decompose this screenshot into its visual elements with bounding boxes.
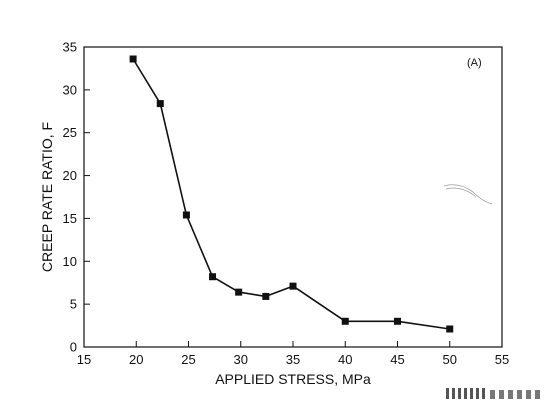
x-tick-label: 15 xyxy=(77,352,91,367)
x-tick-label: 50 xyxy=(443,352,457,367)
x-tick-label: 40 xyxy=(338,352,352,367)
data-point xyxy=(235,288,243,296)
y-tick-label: 25 xyxy=(63,125,77,140)
x-tick-label: 45 xyxy=(390,352,404,367)
data-point xyxy=(262,292,270,300)
series-line xyxy=(132,58,450,330)
y-tick-label: 10 xyxy=(63,254,77,269)
x-axis-label: APPLIED STRESS, MPa xyxy=(215,371,371,387)
y-axis-ticks: 0 5 10 15 20 25 30 35 xyxy=(63,40,90,355)
data-point xyxy=(289,282,297,290)
x-axis-ticks: 15 20 25 30 35 40 45 50 55 xyxy=(77,341,509,367)
data-point xyxy=(341,317,349,325)
x-tick-label: 20 xyxy=(129,352,143,367)
data-point xyxy=(446,325,454,333)
data-point xyxy=(394,317,401,325)
x-tick-label: 35 xyxy=(286,352,300,367)
y-tick-label: 20 xyxy=(63,168,77,183)
plot-frame xyxy=(83,46,503,348)
y-tick-label: 0 xyxy=(70,340,77,355)
x-tick-label: 30 xyxy=(234,352,248,367)
panel-label: (A) xyxy=(467,57,482,69)
y-tick-label: 5 xyxy=(70,297,77,312)
y-axis-label: CREEP RATE RATIO, F xyxy=(39,122,55,272)
data-point xyxy=(129,55,137,63)
y-tick-label: 15 xyxy=(63,211,77,226)
x-tick-label: 55 xyxy=(495,352,509,367)
scan-artifact-marks xyxy=(446,388,540,399)
scan-artifact-scribble xyxy=(443,184,493,205)
x-tick-label: 25 xyxy=(181,352,195,367)
data-point xyxy=(209,273,217,281)
series-layer xyxy=(129,55,454,333)
y-tick-label: 35 xyxy=(63,40,77,55)
data-point xyxy=(156,100,164,108)
data-point xyxy=(182,211,190,219)
y-tick-label: 30 xyxy=(63,82,77,97)
